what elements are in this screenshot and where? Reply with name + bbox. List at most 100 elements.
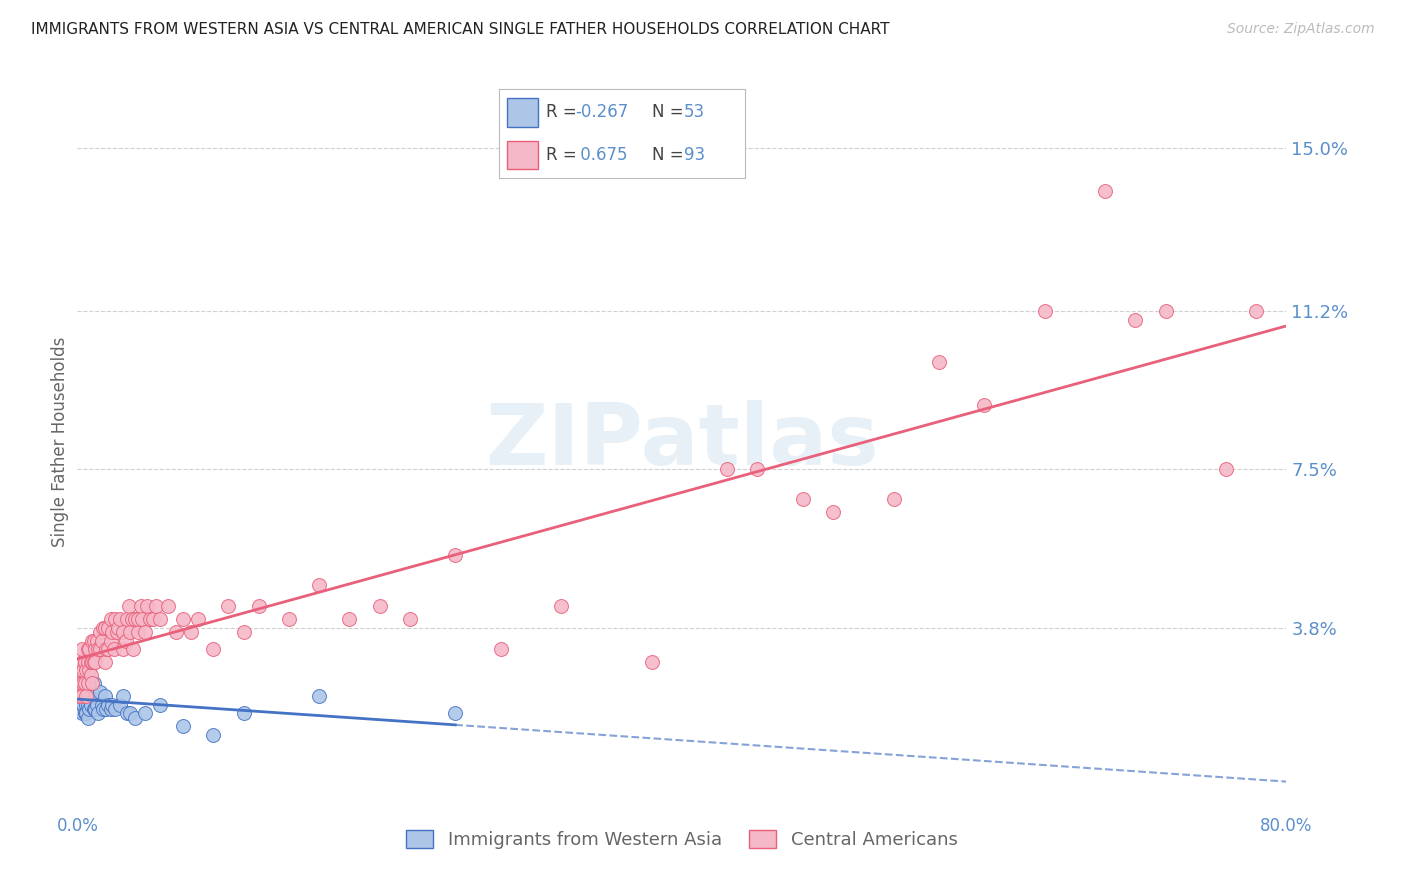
Point xyxy=(70,642,93,657)
Point xyxy=(118,599,141,614)
Point xyxy=(80,655,103,669)
Point xyxy=(131,612,153,626)
Point xyxy=(247,599,270,614)
Text: Source: ZipAtlas.com: Source: ZipAtlas.com xyxy=(1227,22,1375,37)
Point xyxy=(444,706,467,721)
Point xyxy=(75,698,97,712)
Point xyxy=(135,599,157,614)
Point xyxy=(747,462,769,476)
Point xyxy=(67,689,90,703)
FancyBboxPatch shape xyxy=(506,141,538,169)
Point xyxy=(79,642,101,657)
Point xyxy=(86,633,108,648)
Point xyxy=(90,633,112,648)
Point xyxy=(82,646,104,660)
Point xyxy=(80,698,103,712)
Text: R =: R = xyxy=(546,146,582,164)
Point xyxy=(187,612,209,626)
Point xyxy=(84,689,107,703)
Point xyxy=(139,612,162,626)
Point xyxy=(83,702,105,716)
Point xyxy=(86,698,108,712)
Point xyxy=(96,642,118,657)
Point xyxy=(103,642,125,657)
Point xyxy=(232,624,254,639)
Point xyxy=(72,667,94,681)
Point xyxy=(337,612,360,626)
Point xyxy=(368,599,391,614)
Point xyxy=(172,719,194,733)
Point xyxy=(79,702,101,716)
Point xyxy=(792,492,814,507)
Point xyxy=(550,599,572,614)
Point xyxy=(94,702,117,716)
Point xyxy=(134,624,156,639)
Point xyxy=(91,702,114,716)
Point xyxy=(928,355,950,369)
Point xyxy=(202,642,225,657)
Point xyxy=(83,633,105,648)
Point xyxy=(96,621,118,635)
Point xyxy=(104,702,127,716)
Point xyxy=(821,505,844,519)
Point xyxy=(75,689,97,703)
Point xyxy=(100,702,122,716)
Text: N =: N = xyxy=(652,146,689,164)
Point xyxy=(111,624,134,639)
Point xyxy=(77,655,100,669)
Point xyxy=(70,676,93,690)
Point xyxy=(73,655,96,669)
Point xyxy=(84,642,107,657)
Point xyxy=(973,398,995,412)
Point xyxy=(149,698,172,712)
Point xyxy=(73,676,96,690)
Point xyxy=(308,578,330,592)
Point xyxy=(69,676,91,690)
Point xyxy=(157,599,180,614)
Point xyxy=(87,706,110,721)
Point xyxy=(134,706,156,721)
Point xyxy=(142,612,165,626)
Point xyxy=(100,612,122,626)
Point xyxy=(87,642,110,657)
Point xyxy=(444,548,467,562)
Point xyxy=(79,689,101,703)
Point xyxy=(82,655,104,669)
Point xyxy=(72,685,94,699)
Point xyxy=(489,642,512,657)
Point xyxy=(69,664,91,678)
Point xyxy=(115,706,138,721)
Point xyxy=(75,685,97,699)
Point xyxy=(77,642,100,657)
Point xyxy=(90,698,112,712)
Point xyxy=(80,667,103,681)
Point xyxy=(124,612,146,626)
Point xyxy=(127,624,149,639)
Point xyxy=(120,624,142,639)
Point xyxy=(72,698,94,712)
Point xyxy=(80,685,103,699)
Text: 93: 93 xyxy=(683,146,704,164)
FancyBboxPatch shape xyxy=(506,98,538,127)
Point xyxy=(75,664,97,678)
Point xyxy=(89,685,111,699)
Text: ZIPatlas: ZIPatlas xyxy=(485,400,879,483)
Point xyxy=(716,462,738,476)
Point xyxy=(145,599,167,614)
Point xyxy=(72,676,94,690)
Point xyxy=(641,655,664,669)
Point xyxy=(75,706,97,721)
Point xyxy=(202,728,225,742)
Point xyxy=(149,612,172,626)
Point xyxy=(84,702,107,716)
Point xyxy=(172,612,194,626)
Point xyxy=(69,667,91,681)
Point xyxy=(77,710,100,724)
Text: IMMIGRANTS FROM WESTERN ASIA VS CENTRAL AMERICAN SINGLE FATHER HOUSEHOLDS CORREL: IMMIGRANTS FROM WESTERN ASIA VS CENTRAL … xyxy=(31,22,890,37)
Y-axis label: Single Father Households: Single Father Households xyxy=(51,336,69,547)
Point xyxy=(69,685,91,699)
Point xyxy=(101,624,124,639)
Point xyxy=(93,689,115,703)
Point xyxy=(308,689,330,703)
Text: N =: N = xyxy=(652,103,689,121)
